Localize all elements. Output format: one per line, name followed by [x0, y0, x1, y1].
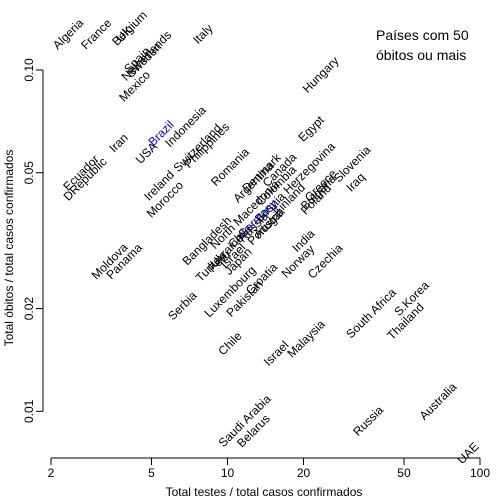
point-label-uae: UAE — [454, 439, 481, 466]
y-axis-title: Total óbitos / total casos confirmados — [2, 150, 16, 347]
x-axis: 2 5 10 20 50 100 — [48, 457, 490, 480]
y-tick-label: 0.05 — [22, 161, 36, 185]
x-tick-label: 2 — [48, 466, 55, 480]
x-tick-label: 5 — [148, 466, 155, 480]
x-axis-title: Total testes / total casos confirmados — [166, 485, 363, 499]
y-axis: 0.01 0.02 0.05 0.10 — [22, 58, 44, 423]
x-tick-label: 50 — [397, 466, 411, 480]
point-label-serbia: Serbia — [165, 288, 200, 323]
point-label-russia: Russia — [350, 403, 386, 439]
point-label-italy: Italy — [190, 21, 215, 46]
point-label-france: France — [78, 16, 115, 53]
y-tick-label: 0.10 — [22, 58, 36, 82]
point-label-malaysia: Malaysia — [284, 317, 328, 361]
legend: Países com 50 óbitos ou mais — [376, 27, 469, 63]
legend-line: óbitos ou mais — [376, 47, 466, 63]
y-tick-label: 0.02 — [22, 297, 36, 321]
x-tick-label: 10 — [221, 466, 235, 480]
point-label-egypt: Egypt — [295, 112, 327, 144]
y-tick-label: 0.01 — [22, 399, 36, 423]
point-label-chile: Chile — [215, 329, 244, 358]
x-tick-label: 100 — [470, 466, 490, 480]
legend-line: Países com 50 — [376, 27, 469, 43]
point-label-australia: Australia — [417, 380, 460, 423]
point-label-algeria: Algeria — [50, 16, 87, 53]
point-label-iran: Iran — [106, 131, 131, 156]
x-tick-label: 20 — [297, 466, 311, 480]
point-label-hungary: Hungary — [300, 54, 342, 96]
